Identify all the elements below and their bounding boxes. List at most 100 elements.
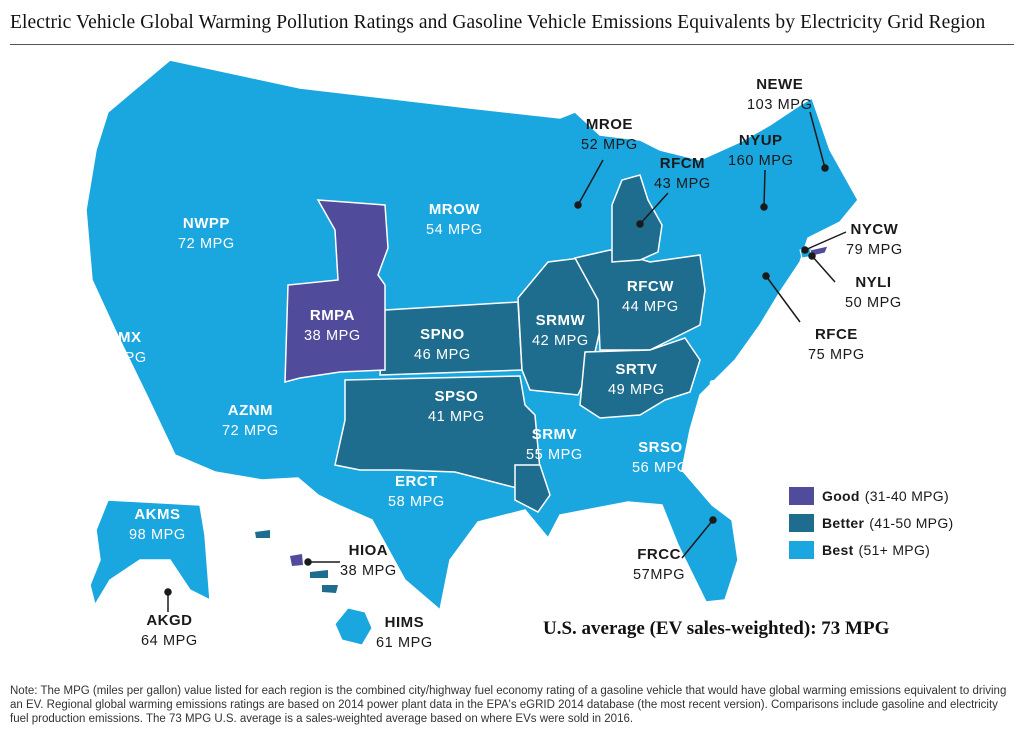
region-label-newe: NEWE 103 MPG xyxy=(747,74,812,116)
region-label-erct: ERCT 58 MPG xyxy=(388,471,445,513)
region-code: NYCW xyxy=(850,221,899,238)
region-label-nyup: NYUP 160 MPG xyxy=(728,130,793,172)
leader-line-mroe xyxy=(577,159,604,206)
region-code: NWPP xyxy=(182,215,230,232)
legend-range: (31-40 MPG) xyxy=(864,487,949,504)
region-label-srvc: SRVC 75 MPG xyxy=(702,375,759,417)
legend-range: (41-50 MPG) xyxy=(869,514,954,531)
region-code: AKMS xyxy=(134,506,181,523)
region-label-frcc: FRCC 57MPG xyxy=(633,544,685,586)
region-code: RFCE xyxy=(814,326,858,343)
region-code: MROW xyxy=(428,201,480,218)
region-mpg: 58 MPG xyxy=(388,494,445,510)
legend-label: Good xyxy=(822,487,860,504)
region-code: FRCC xyxy=(637,546,681,563)
region-mpg: 72 MPG xyxy=(222,423,279,439)
region-label-nyli: NYLI 50 MPG xyxy=(845,272,902,314)
region-mpg: 98 MPG xyxy=(129,527,186,543)
region-code: SRTV xyxy=(615,361,658,378)
region-code: SRMW xyxy=(535,312,586,329)
legend-swatch-better xyxy=(789,513,814,532)
region-mpg: 75 MPG xyxy=(702,398,759,414)
footnote: Note: The MPG (miles per gallon) value l… xyxy=(10,685,1007,725)
leader-line-rfcm xyxy=(639,192,669,225)
region-label-spso: SPSO 41 MPG xyxy=(428,386,485,428)
legend-item-better: Better (41-50 MPG) xyxy=(789,509,953,536)
region-mpg: 56 MPG xyxy=(632,460,689,476)
region-label-rfcm: RFCM 43 MPG xyxy=(654,153,711,195)
region-shape-rfcm xyxy=(611,174,663,263)
region-shape-hawaii-1 xyxy=(255,530,270,538)
leader-line-nyli xyxy=(811,255,836,283)
region-code: HIOA xyxy=(348,542,389,559)
region-mpg: 54 MPG xyxy=(426,222,483,238)
region-mpg: 61 MPG xyxy=(376,635,433,651)
region-mpg: 46 MPG xyxy=(414,347,471,363)
region-shape-hawaii-3 xyxy=(322,585,338,593)
region-mpg: 103 MPG xyxy=(747,97,813,113)
region-code: SPSO xyxy=(434,388,479,405)
region-label-hioa: HIOA 38 MPG xyxy=(340,540,397,582)
region-label-hims: HIMS 61 MPG xyxy=(376,612,433,654)
us-average: U.S. average (EV sales-weighted): 73 MPG xyxy=(543,618,890,639)
region-code: NYLI xyxy=(855,274,892,291)
region-label-akgd: AKGD 64 MPG xyxy=(141,610,198,652)
region-code: RFCW xyxy=(626,278,674,295)
region-label-akms: AKMS 98 MPG xyxy=(129,504,186,546)
region-mpg: 49 MPG xyxy=(608,382,665,398)
region-mpg: 41 MPG xyxy=(428,409,485,425)
region-code: HIMS xyxy=(384,614,425,631)
leader-line-nyup xyxy=(763,169,766,208)
region-label-srmv: SRMV 55 MPG xyxy=(526,424,583,466)
region-label-nwpp: NWPP 72 MPG xyxy=(178,213,235,255)
region-label-rmpa: RMPA 38 MPG xyxy=(304,305,361,347)
title-divider xyxy=(10,44,1014,45)
leader-line-rfce xyxy=(765,275,801,323)
legend-item-best: Best (51+ MPG) xyxy=(789,536,953,563)
region-label-spno: SPNO 46 MPG xyxy=(414,324,471,366)
region-mpg: 38 MPG xyxy=(340,563,397,579)
leader-line-nycw xyxy=(804,231,847,251)
region-shape-rmpa xyxy=(284,199,389,383)
leader-line-newe xyxy=(809,111,826,169)
region-code: AKGD xyxy=(146,612,193,629)
region-label-mrow: MROW 54 MPG xyxy=(426,199,483,241)
region-shape-spso xyxy=(334,375,541,491)
region-label-nycw: NYCW 79 MPG xyxy=(846,219,903,261)
region-label-srso: SRSO 56 MPG xyxy=(632,437,689,479)
region-code: MROE xyxy=(585,116,633,133)
legend-range: (51+ MPG) xyxy=(858,541,931,558)
region-code: CAMX xyxy=(95,329,142,346)
region-label-srtv: SRTV 49 MPG xyxy=(608,359,665,401)
region-shape-hawaii-2 xyxy=(310,570,328,578)
map-legend: Good (31-40 MPG) Better (41-50 MPG) Best… xyxy=(789,482,953,563)
region-shape-akms xyxy=(89,499,211,607)
region-mpg: 43 MPG xyxy=(654,176,711,192)
region-code: RMPA xyxy=(309,307,355,324)
region-shape-srtv xyxy=(579,337,701,419)
region-label-mroe: MROE 52 MPG xyxy=(581,114,638,156)
region-mpg: 64 MPG xyxy=(141,633,198,649)
region-mpg: 52 MPG xyxy=(581,137,638,153)
legend-swatch-best xyxy=(789,540,814,559)
region-mpg: 72 MPG xyxy=(178,236,235,252)
region-shape-hioa xyxy=(290,554,303,566)
region-mpg: 50 MPG xyxy=(845,295,902,311)
region-code: RFCM xyxy=(659,155,706,172)
region-label-aznm: AZNM 72 MPG xyxy=(222,400,279,442)
region-mpg: 42 MPG xyxy=(532,333,589,349)
region-code: SRMV xyxy=(531,426,578,443)
region-shape-hims xyxy=(334,607,373,646)
region-mpg: 38 MPG xyxy=(304,328,361,344)
region-mpg: 57MPG xyxy=(633,567,686,583)
region-code: AZNM xyxy=(227,402,274,419)
region-mpg: 75 MPG xyxy=(808,347,865,363)
region-code: NYUP xyxy=(738,132,783,149)
region-shape-srmw xyxy=(517,257,601,396)
legend-swatch-good xyxy=(789,486,814,505)
region-code: NEWE xyxy=(756,76,804,93)
legend-label: Better xyxy=(822,514,865,531)
region-shape-srmv-delta xyxy=(514,464,551,513)
region-label-srmw: SRMW 42 MPG xyxy=(532,310,589,352)
